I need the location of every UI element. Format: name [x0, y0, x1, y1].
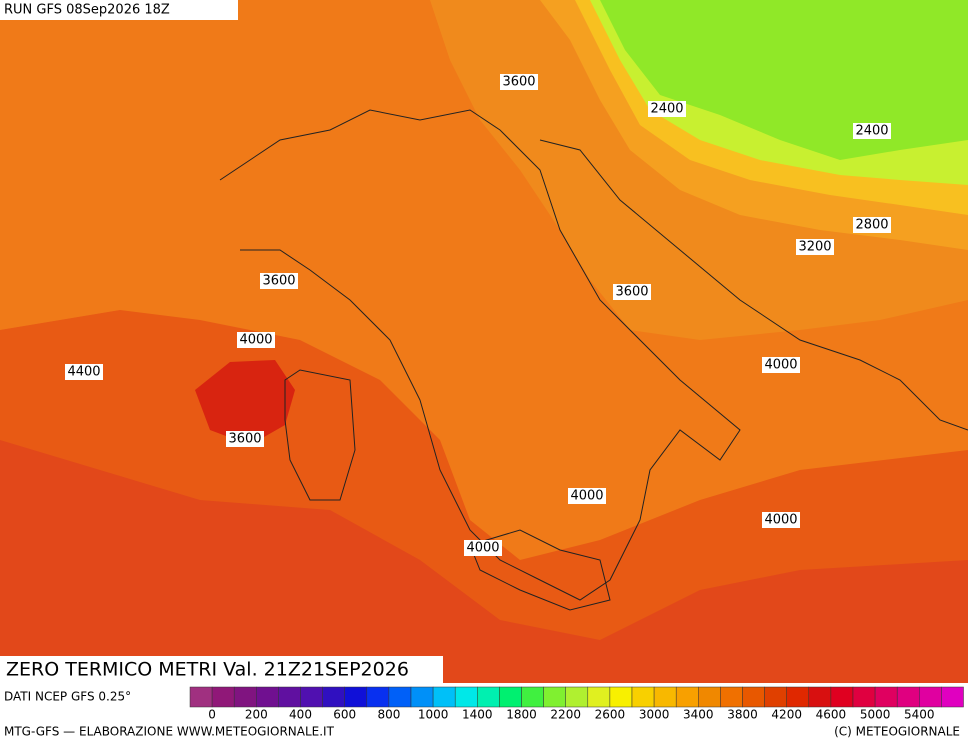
- legend-swatch: [499, 686, 522, 708]
- legend-swatch: [587, 686, 611, 708]
- legend-label: 4600: [816, 708, 847, 722]
- legend-swatch: [543, 686, 566, 708]
- legend-label: 400: [289, 708, 312, 722]
- legend-label: 1800: [506, 708, 537, 722]
- zone-4200: [0, 440, 968, 683]
- legend-swatch: [300, 686, 323, 708]
- legend-swatch: [366, 686, 390, 708]
- contour-label-bg: [613, 284, 651, 300]
- contour-label: 4000: [764, 358, 797, 373]
- legend-swatch: [874, 686, 898, 708]
- legend-swatch: [521, 686, 544, 708]
- legend-swatch: [720, 686, 743, 708]
- legend-swatch: [477, 686, 500, 708]
- contour-label: 3600: [615, 285, 648, 300]
- contour-label-bg: [260, 273, 298, 289]
- contour-label: 3200: [798, 240, 831, 255]
- coastline: [284, 369, 356, 501]
- contour-label-bg: [648, 101, 686, 117]
- legend-label: 1000: [418, 708, 449, 722]
- contour-label: 4000: [764, 513, 797, 528]
- legend-swatch: [786, 686, 810, 708]
- source-label: DATI NCEP GFS 0.25°: [4, 690, 131, 704]
- contour-label-bg: [568, 488, 606, 504]
- legend-swatch: [852, 686, 876, 708]
- contour-label: 2800: [855, 218, 888, 233]
- copyright-label: (C) METEOGIORNALE: [834, 725, 960, 739]
- legend-swatch: [388, 686, 412, 708]
- legend-label: 4200: [771, 708, 802, 722]
- legend-swatch: [565, 686, 589, 708]
- legend-swatch: [233, 686, 257, 708]
- legend-label: 3800: [727, 708, 758, 722]
- contour-label-bg: [762, 357, 800, 373]
- legend-swatch: [919, 686, 942, 708]
- contour-label-bg: [853, 123, 891, 139]
- contour-label-bg: [464, 540, 502, 556]
- contour-label-bg: [226, 431, 264, 447]
- legend-swatch: [256, 686, 279, 708]
- legend-swatch: [764, 686, 787, 708]
- legend-swatch: [896, 686, 920, 708]
- legend-swatch: [830, 686, 854, 708]
- contour-label: 4000: [570, 489, 603, 504]
- legend-swatch: [278, 686, 301, 708]
- contour-label: 4000: [239, 333, 272, 348]
- legend-swatch: [609, 686, 633, 708]
- run-label: RUN GFS 08Sep2026 18Z: [4, 3, 170, 18]
- legend-swatch: [941, 686, 964, 708]
- coastline: [469, 529, 611, 611]
- legend-swatch: [653, 686, 677, 708]
- legend-label: 2600: [595, 708, 626, 722]
- zone-2400: [600, 0, 968, 160]
- legend-label: 5400: [904, 708, 935, 722]
- legend-label: 600: [333, 708, 356, 722]
- contour-label-bg: [796, 239, 834, 255]
- contour-label: 3600: [502, 75, 535, 90]
- legend-swatch: [742, 686, 765, 708]
- contour-label: 4000: [466, 541, 499, 556]
- contour-label-bg: [853, 217, 891, 233]
- title-box: [0, 656, 443, 683]
- legend-swatch: [808, 686, 832, 708]
- credit-label: MTG-GFS — ELABORAZIONE WWW.METEOGIORNALE…: [4, 725, 335, 739]
- contour-label: 2400: [855, 124, 888, 139]
- contour-label-bg: [762, 512, 800, 528]
- legend-swatch: [189, 686, 213, 708]
- legend-label: 0: [208, 708, 216, 722]
- map-title: ZERO TERMICO METRI Val. 21Z21SEP2026: [6, 659, 409, 681]
- legend-swatch: [454, 686, 478, 708]
- coastline: [219, 109, 741, 601]
- legend-swatch: [211, 686, 235, 708]
- legend-swatch: [322, 686, 345, 708]
- contour-label: 3600: [262, 274, 295, 289]
- contour-label: 4400: [67, 365, 100, 380]
- contour-label-bg: [500, 74, 538, 90]
- legend-swatch: [344, 686, 368, 708]
- legend-swatch: [631, 686, 655, 708]
- legend-label: 800: [377, 708, 400, 722]
- legend-swatch: [410, 686, 434, 708]
- coastline: [539, 139, 968, 431]
- contour-label-bg: [237, 332, 275, 348]
- header-box: [0, 0, 238, 20]
- legend-swatch: [675, 686, 699, 708]
- contour-label-bg: [65, 364, 103, 380]
- legend-label: 1400: [462, 708, 493, 722]
- legend-label: 3400: [683, 708, 714, 722]
- legend-label: 2200: [550, 708, 581, 722]
- contour-label: 3600: [228, 432, 261, 447]
- legend-swatch: [698, 686, 721, 708]
- contour-label: 2400: [650, 102, 683, 117]
- legend-label: 200: [245, 708, 268, 722]
- legend-label: 5000: [860, 708, 891, 722]
- legend-swatch: [432, 686, 456, 708]
- zone-4400: [195, 360, 295, 445]
- legend-label: 3000: [639, 708, 670, 722]
